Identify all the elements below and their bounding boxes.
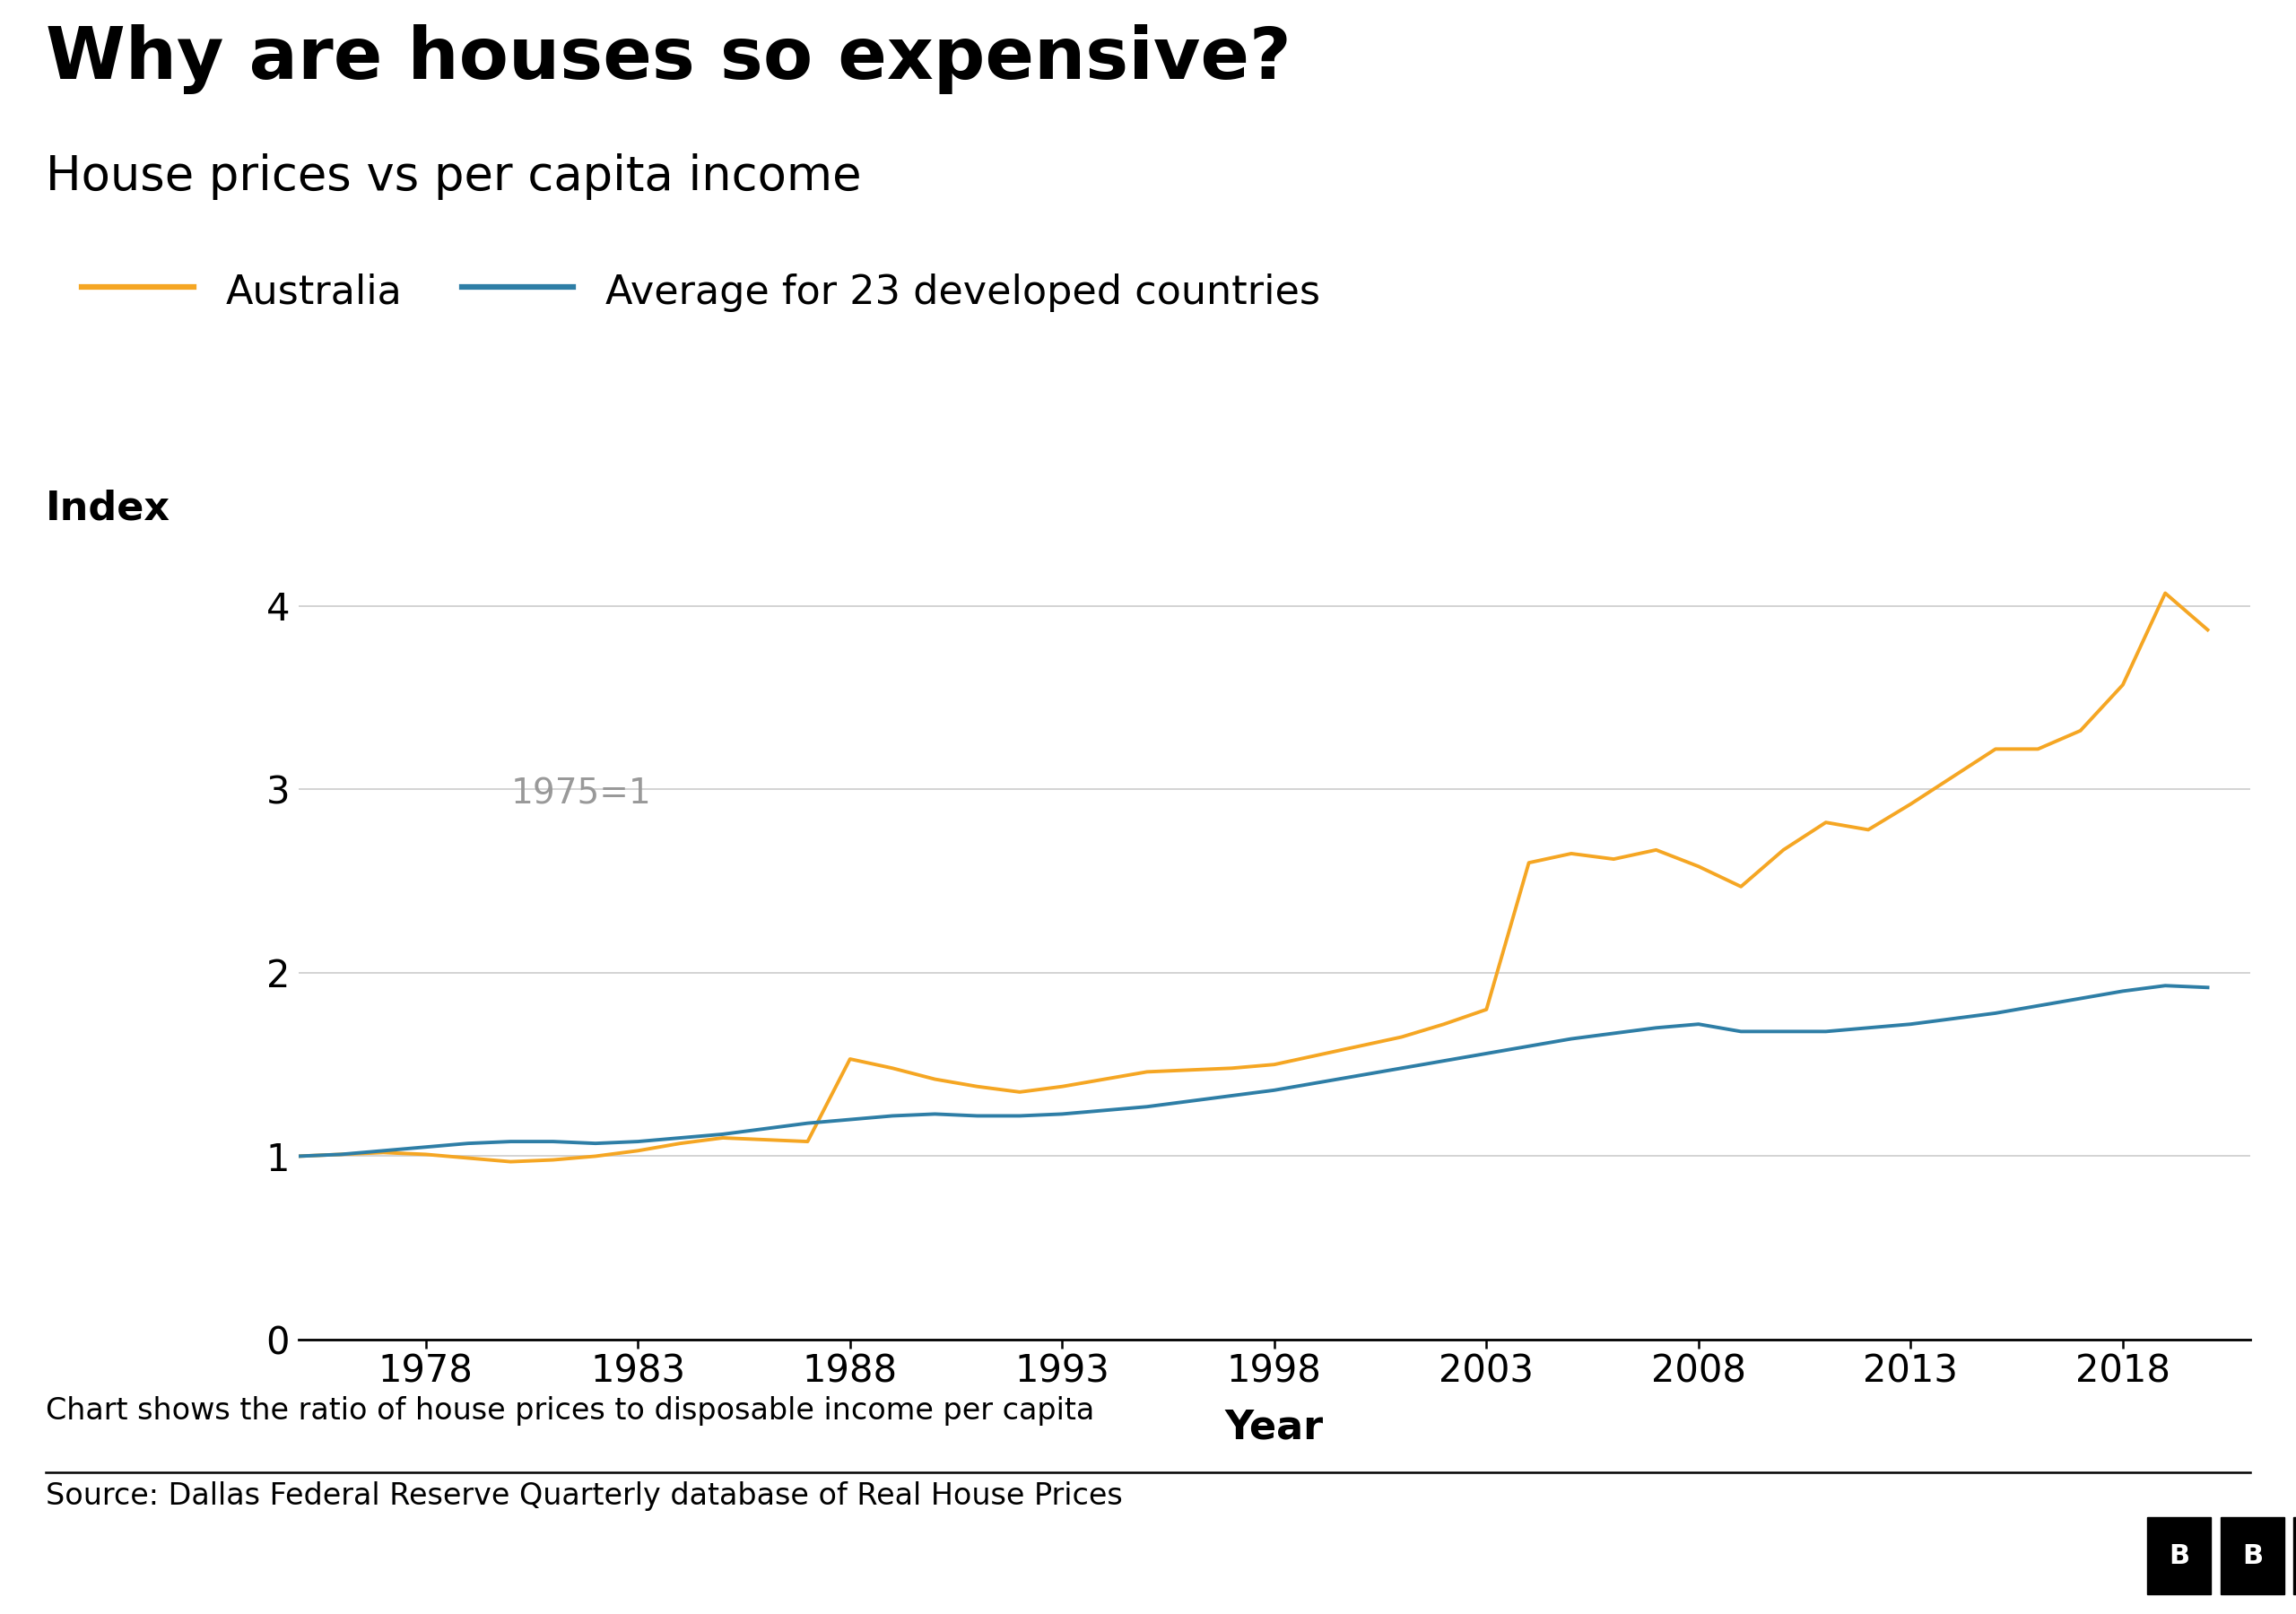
Text: Chart shows the ratio of house prices to disposable income per capita: Chart shows the ratio of house prices to…	[46, 1396, 1095, 1425]
Text: Index: Index	[46, 489, 170, 528]
Text: Why are houses so expensive?: Why are houses so expensive?	[46, 24, 1290, 94]
Text: B: B	[2167, 1543, 2190, 1569]
Text: House prices vs per capita income: House prices vs per capita income	[46, 153, 861, 200]
X-axis label: Year: Year	[1224, 1407, 1325, 1446]
Text: 1975=1: 1975=1	[510, 778, 652, 812]
Legend: Australia, Average for 23 developed countries: Australia, Average for 23 developed coun…	[67, 253, 1336, 328]
Text: Source: Dallas Federal Reserve Quarterly database of Real House Prices: Source: Dallas Federal Reserve Quarterly…	[46, 1482, 1123, 1511]
Text: B: B	[2241, 1543, 2264, 1569]
